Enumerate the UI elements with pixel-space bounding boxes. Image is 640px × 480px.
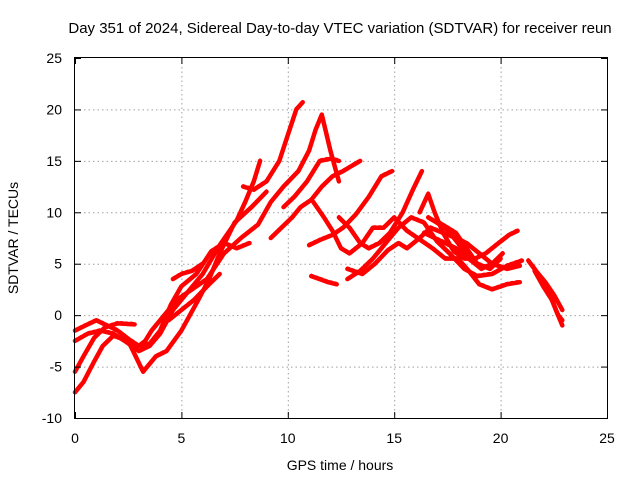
series-line-11	[311, 199, 523, 292]
series-line-13	[336, 168, 425, 251]
x-tick-label: 5	[178, 430, 186, 446]
series-markers-10	[269, 158, 362, 238]
series-markers-13	[337, 168, 423, 248]
series-markers-5	[127, 240, 251, 346]
series-markers-11	[312, 199, 521, 289]
x-tick-label: 15	[386, 430, 402, 446]
x-axis-label: GPS time / hours	[287, 457, 394, 473]
series-line-8	[240, 99, 305, 192]
y-tick-label: -10	[42, 410, 62, 426]
y-tick-label: 15	[46, 153, 62, 169]
series-markers-4	[74, 189, 268, 392]
series-line-3	[72, 321, 137, 374]
axis-ticks: 0 5 10 15 20 25 -10 -5 0 5 10 15 20 25	[42, 50, 615, 446]
series-line-20	[421, 230, 471, 261]
y-tick-label: 5	[54, 256, 62, 272]
y-tick-label: -5	[50, 359, 63, 375]
series-markers-3	[74, 320, 136, 372]
series-markers-9	[282, 156, 340, 207]
series-line-14	[308, 273, 339, 287]
series-markers-19	[437, 220, 502, 269]
series-line-12	[306, 168, 395, 248]
grid-lines	[75, 58, 607, 418]
series-markers-14	[310, 273, 338, 284]
series-line-15	[345, 225, 523, 277]
y-tick-label: 0	[54, 307, 62, 323]
chart-title: Day 351 of 2024, Sidereal Day-to-day VTE…	[68, 20, 611, 37]
series-line-7	[170, 261, 205, 282]
series-line-10	[268, 158, 363, 241]
series-markers-16	[346, 214, 523, 279]
x-tick-label: 10	[280, 430, 296, 446]
y-tick-label: 10	[46, 204, 62, 220]
series-markers-20	[423, 230, 470, 259]
series-markers-7	[171, 261, 204, 279]
x-tick-label: 25	[599, 430, 615, 446]
series-markers-2	[74, 158, 262, 351]
series-line-4	[72, 189, 269, 395]
series-markers-15	[346, 225, 521, 274]
series-markers-12	[308, 168, 394, 245]
data-series	[72, 99, 565, 395]
series-markers-23	[533, 268, 564, 320]
series-markers-6	[167, 271, 221, 320]
y-axis-label: SDTVAR / TECUs	[5, 182, 21, 294]
y-tick-label: 20	[46, 101, 62, 117]
plot-frame	[74, 57, 608, 419]
series-markers-8	[242, 99, 304, 190]
y-tick-label: 25	[46, 50, 62, 66]
series-line-6	[166, 271, 222, 323]
series-line-5	[125, 240, 252, 349]
x-tick-label: 20	[493, 430, 509, 446]
series-markers-1	[74, 112, 340, 346]
series-line-1	[72, 112, 342, 349]
x-tick-label: 0	[71, 430, 79, 446]
